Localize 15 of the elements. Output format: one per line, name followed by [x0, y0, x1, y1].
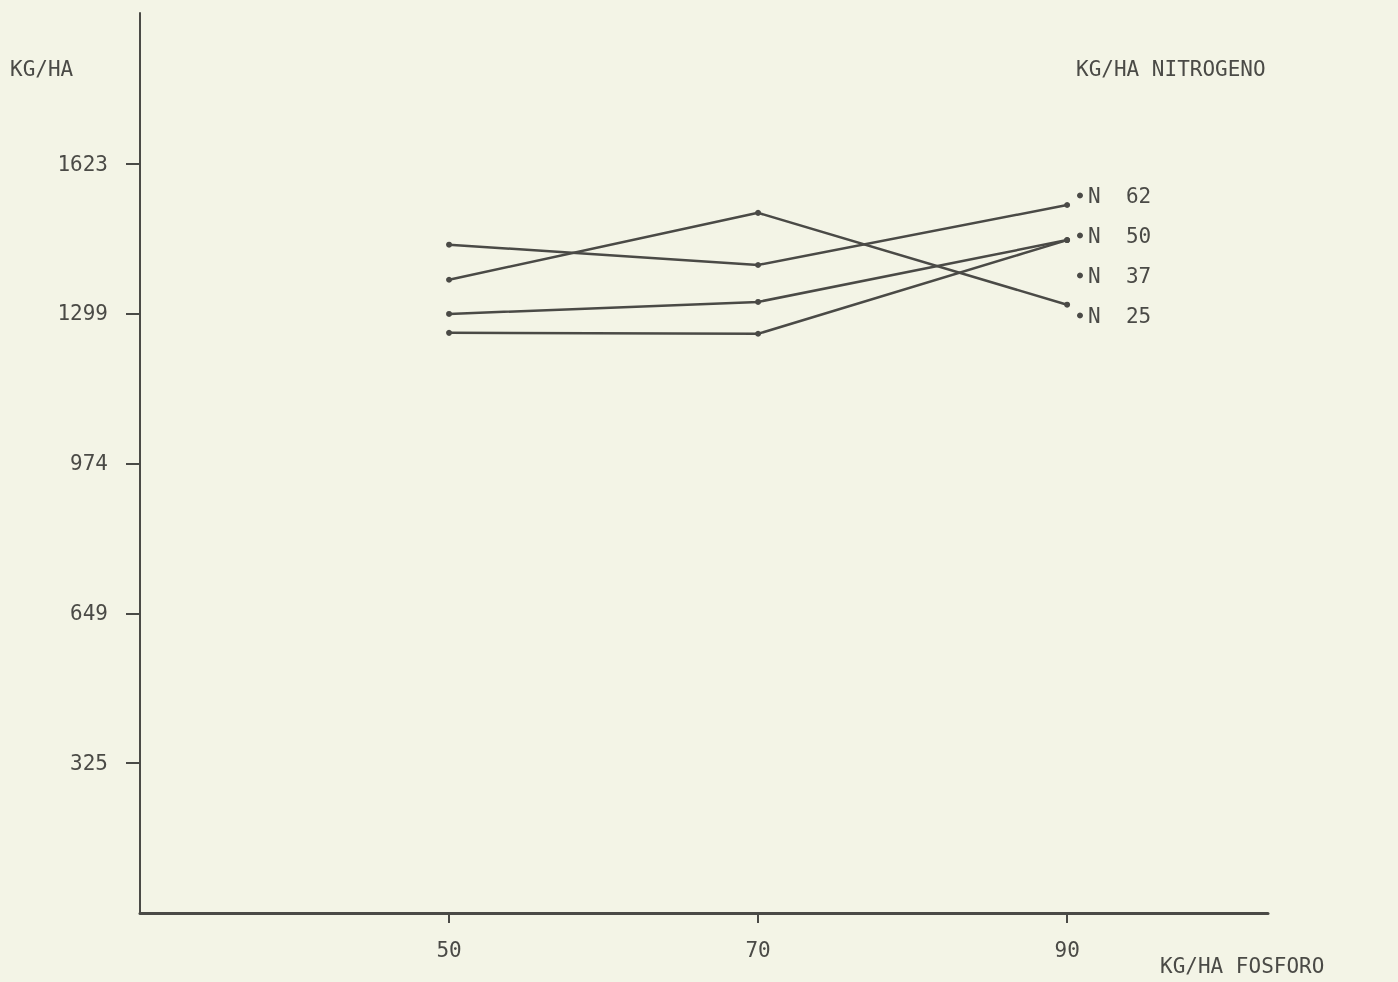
legend-label: N 37 [1088, 263, 1152, 288]
y-tick-label: 974 [70, 451, 108, 476]
x-tick-label: 90 [1054, 937, 1080, 962]
x-tick-label: 50 [436, 937, 462, 962]
y-tick-label: 1299 [57, 301, 108, 326]
legend-title: KG/HA NITROGENO [1076, 56, 1266, 81]
legend-label: N 25 [1088, 303, 1152, 328]
y-tick-label: 325 [70, 751, 108, 775]
y-tick-label: 649 [70, 601, 108, 626]
legend-label: N 50 [1088, 223, 1152, 248]
legend-label: N 62 [1088, 183, 1152, 208]
x-tick-label: 70 [745, 937, 771, 962]
y-tick-label: 1623 [57, 151, 108, 176]
x-axis-title: KG/HA FOSFORO [1160, 953, 1325, 978]
y-axis-title: KG/HA [10, 56, 74, 81]
